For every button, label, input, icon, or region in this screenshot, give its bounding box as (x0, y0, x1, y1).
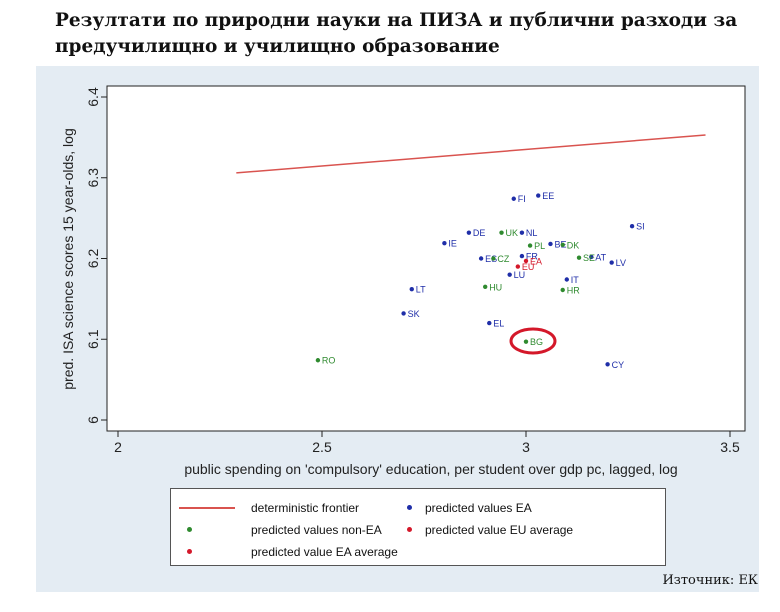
legend-dot-swatch (407, 505, 412, 510)
x-axis-label: public spending on 'compulsory' educatio… (184, 461, 677, 477)
point-label: PL (534, 241, 545, 251)
point-label: EE (542, 191, 554, 201)
legend-eu-average: predicted value EU average (391, 522, 661, 538)
data-point (560, 242, 565, 247)
data-point (409, 286, 414, 292)
legend-ea-average: predicted value EA average (171, 544, 421, 560)
data-point (576, 255, 582, 260)
legend-label: predicted values non-EA (251, 523, 382, 537)
legend-label: predicted values EA (425, 501, 532, 515)
data-point (511, 196, 516, 201)
x-tick-label: 2 (114, 439, 122, 455)
data-point (515, 264, 521, 269)
data-point (499, 230, 504, 235)
point-label: IT (571, 275, 580, 285)
data-point (507, 272, 512, 277)
data-point (487, 320, 492, 326)
legend-frontier: deterministic frontier (171, 500, 421, 516)
y-axis: 6 6.1 6.2 6.3 6.4 (85, 87, 107, 424)
legend-non-ea: predicted values non-EA (171, 522, 421, 538)
y-axis-label: pred. ISA science scores 15 year-olds, l… (60, 128, 76, 389)
data-point (605, 362, 610, 367)
frontier-line (236, 134, 706, 174)
legend-dot-swatch (407, 527, 412, 532)
point-label: BE (554, 239, 566, 249)
data-point (523, 339, 529, 344)
point-label: DK (567, 240, 580, 250)
point-label: BG (530, 337, 543, 347)
point-label: RO (322, 356, 336, 366)
legend-label: predicted value EA average (251, 545, 398, 559)
x-axis: 2 2.5 3 3.5 (114, 431, 740, 455)
y-tick-label: 6 (85, 416, 101, 424)
x-tick-label: 2.5 (312, 439, 332, 455)
data-point (523, 258, 529, 264)
point-label: SK (408, 309, 420, 319)
point-label: LT (416, 285, 426, 295)
point-label: EL (493, 319, 504, 329)
point-label: LV (616, 258, 626, 268)
data-point (401, 311, 406, 316)
point-label: AT (595, 252, 606, 262)
legend-label: predicted value EU average (425, 523, 574, 537)
data-point (527, 243, 533, 248)
data-point (536, 193, 541, 198)
data-point (519, 253, 525, 259)
source-note: Източник: ЕК (662, 573, 758, 588)
data-point (564, 277, 569, 282)
point-label: SE (583, 253, 595, 263)
point-label: SI (636, 222, 645, 232)
y-tick-label: 6.1 (85, 329, 101, 349)
data-point (629, 224, 635, 229)
data-point (491, 256, 496, 261)
highlight-circle (509, 327, 557, 355)
y-tick-label: 6.3 (85, 168, 101, 188)
data-point (478, 256, 484, 261)
data-point (609, 260, 614, 265)
point-label: CZ (497, 254, 509, 264)
point-label: EU (522, 262, 535, 272)
y-tick-label: 6.4 (85, 87, 101, 107)
legend-line-swatch (179, 507, 235, 509)
point-label: FI (518, 194, 526, 204)
legend-ea: predicted values EA (391, 500, 661, 516)
data-point (548, 241, 553, 247)
point-label: UK (506, 228, 519, 238)
legend-dot-swatch (187, 527, 192, 532)
point-label: ES (485, 254, 497, 264)
point-label: LU (514, 270, 526, 280)
data-point (560, 287, 565, 293)
point-label: DE (473, 228, 486, 238)
point-label: FR (526, 252, 538, 262)
legend: deterministic frontier predicted values … (170, 488, 666, 566)
y-tick-label: 6.2 (85, 249, 101, 269)
data-point (442, 240, 447, 246)
point-label: IE (448, 239, 457, 249)
frontier-line-path (236, 134, 706, 174)
chart-title: Резултати по природни науки на ПИЗА и пу… (55, 10, 738, 57)
data-point (483, 284, 488, 289)
point-label: HR (567, 285, 580, 295)
x-tick-label: 3 (522, 439, 530, 455)
data-points: FI EE SI DE NL IE BE ES FR AT LV LU IT LT SK EL CY UK PL DK… (315, 191, 645, 370)
point-label: CY (612, 360, 625, 370)
point-label: NL (526, 228, 538, 238)
point-label: HU (489, 282, 502, 292)
data-point (589, 254, 594, 260)
plot-area (106, 85, 746, 432)
data-point (315, 358, 321, 363)
data-point (466, 230, 472, 235)
legend-label: deterministic frontier (251, 501, 360, 515)
x-tick-label: 3.5 (720, 439, 740, 455)
data-point (519, 230, 525, 235)
legend-dot-swatch (187, 549, 192, 554)
point-label: EA (530, 256, 542, 266)
